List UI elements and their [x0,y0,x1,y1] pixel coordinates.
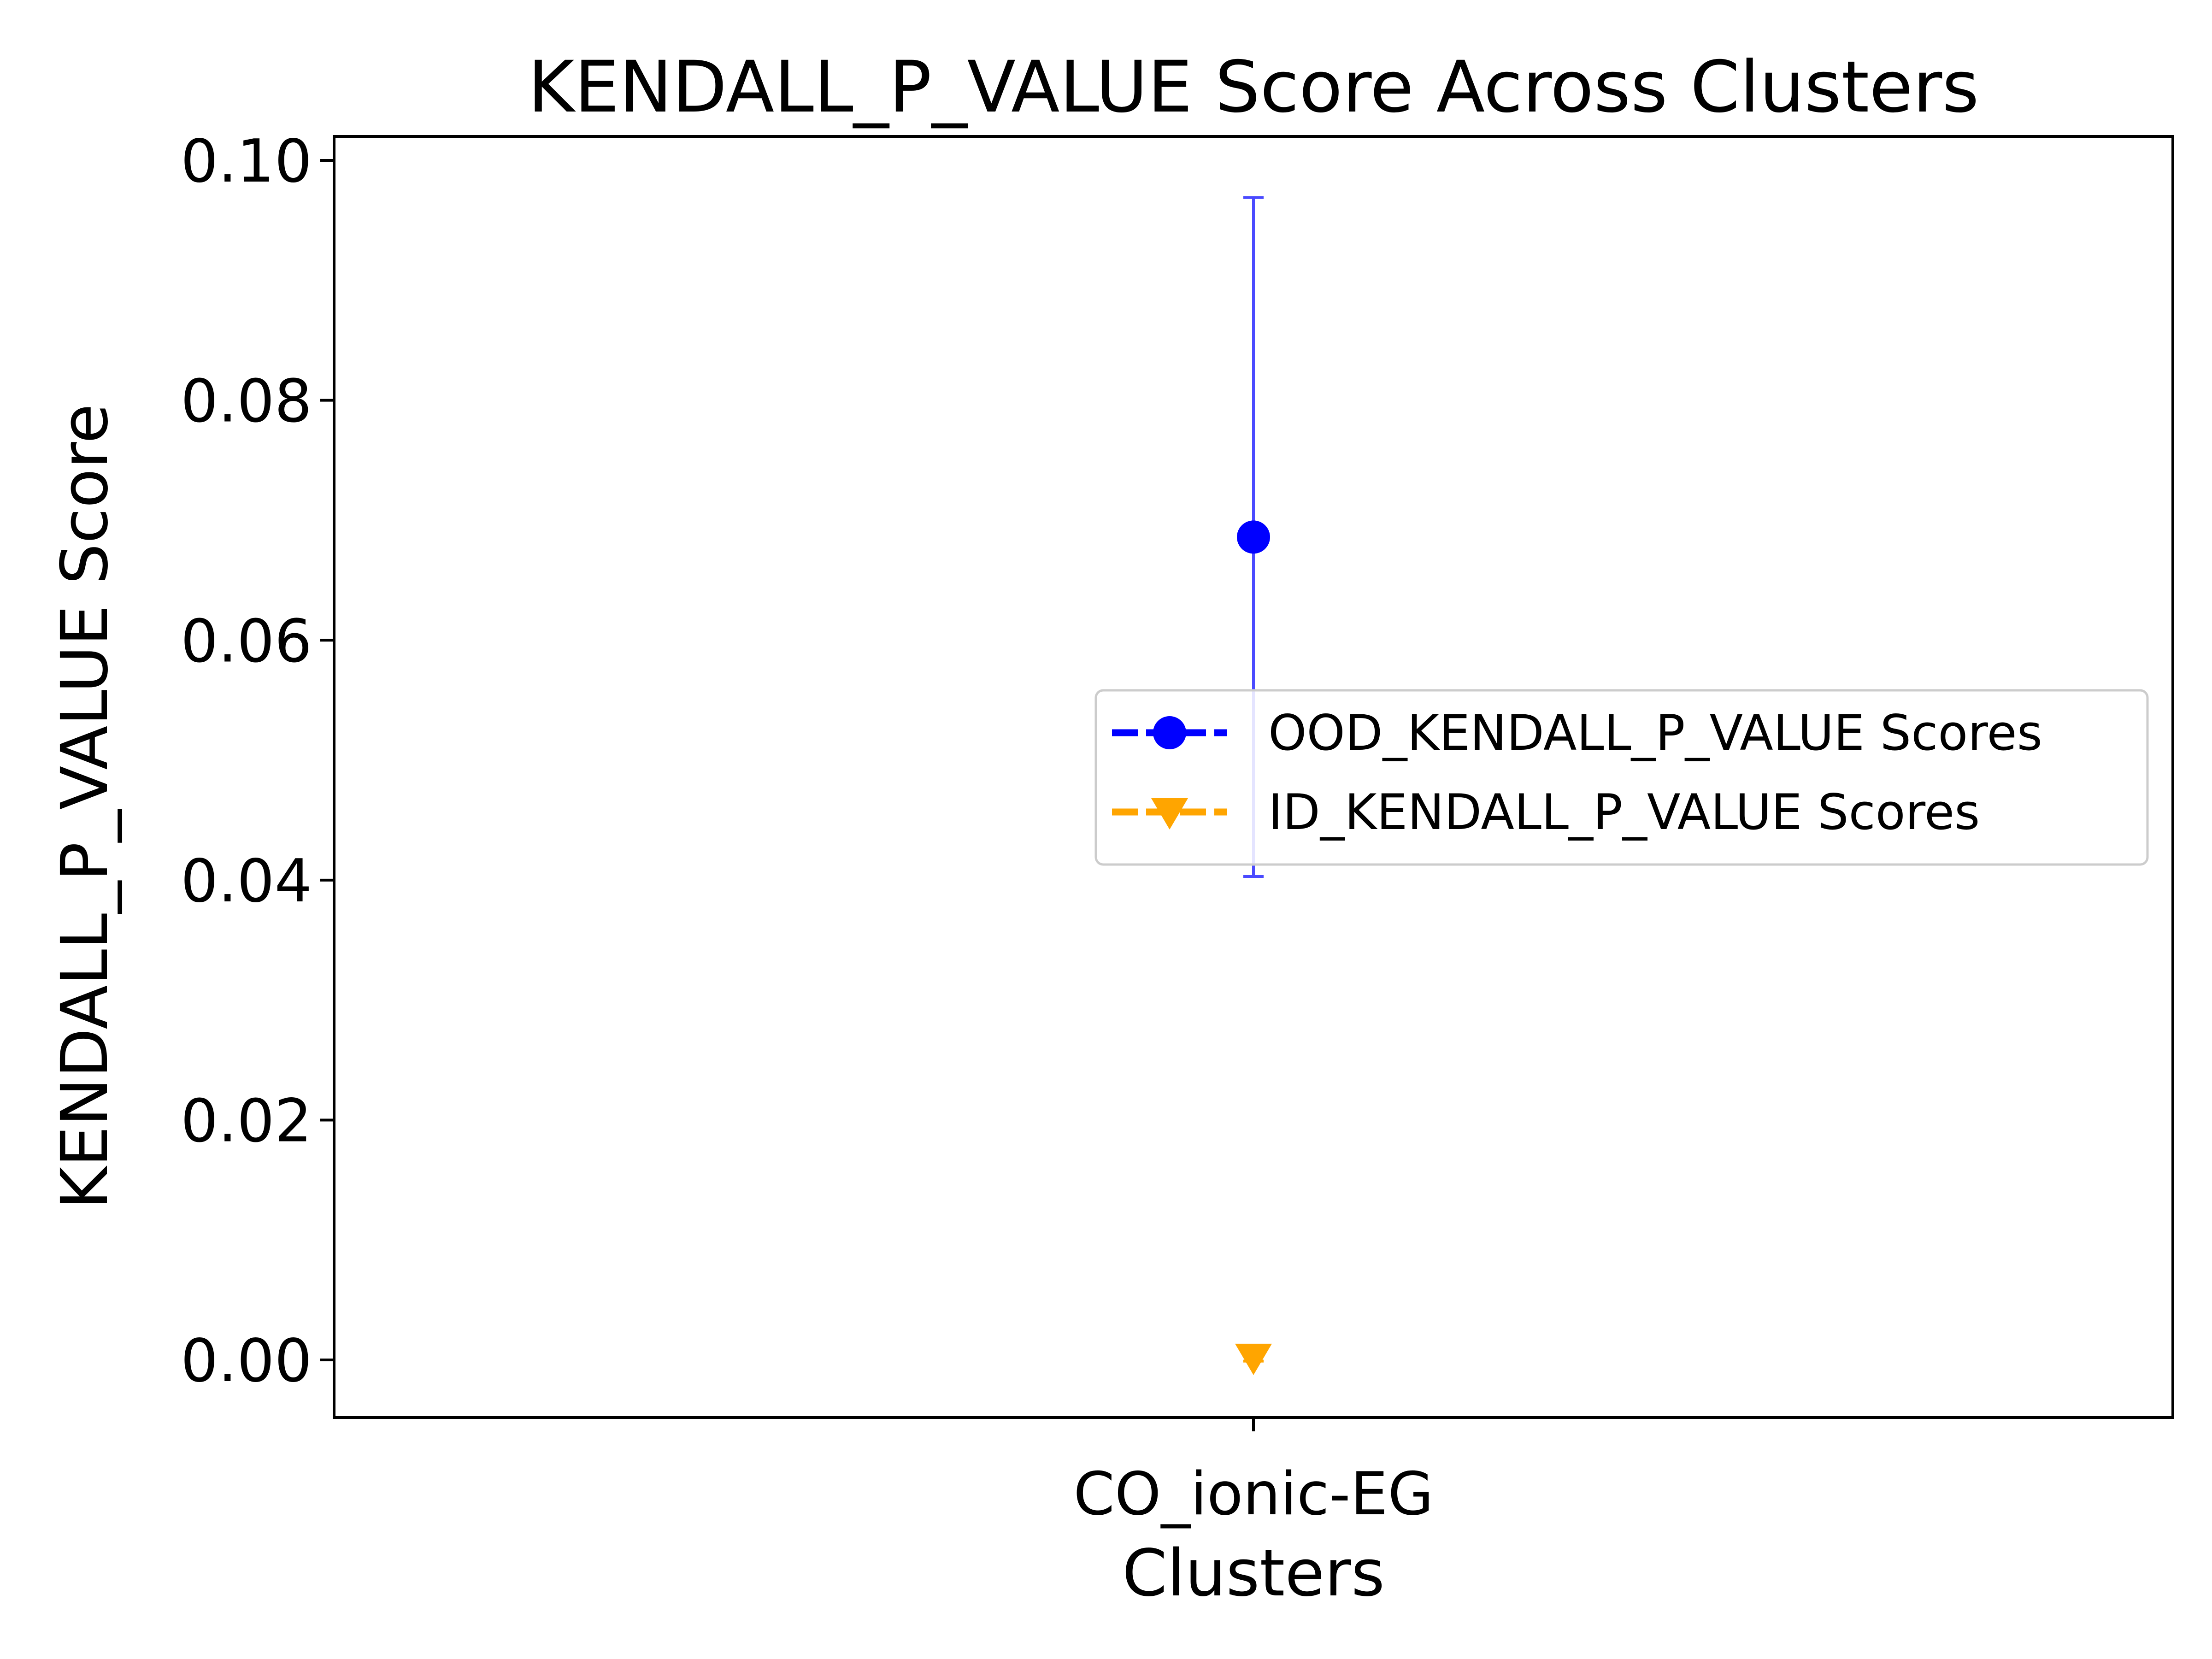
x-tick-label: CO_ionic-EG [1073,1460,1433,1529]
y-tick-label: 0.02 [181,1087,312,1155]
legend-box [1094,689,2149,866]
plot-frame [333,135,2174,1419]
y-axis-ticks: 0.00 0.02 0.04 0.06 0.08 0.10 [181,127,334,1395]
x-axis-label: Clusters [1122,1536,1385,1611]
y-tick-label: 0.04 [181,847,312,916]
chart-title: KENDALL_P_VALUE Score Across Clusters [528,46,1979,129]
data-point-ood [1237,520,1270,554]
y-axis-label: KENDALL_P_VALUE Score [47,404,123,1209]
legend-entry-ood: OOD_KENDALL_P_VALUE Scores [1112,705,2042,761]
data-point-id [1235,1343,1272,1375]
legend-entry-id: ID_KENDALL_P_VALUE Scores [1112,784,1980,841]
legend-marker-ood [1153,716,1186,749]
x-axis-ticks: CO_ionic-EG [1073,1418,1434,1529]
plot-marks [1235,196,1272,1375]
y-tick-label: 0.10 [181,127,312,196]
legend-label-ood: OOD_KENDALL_P_VALUE Scores [1268,705,2042,761]
legend-label-id: ID_KENDALL_P_VALUE Scores [1268,784,1980,841]
legend-marker-id [1151,798,1188,830]
y-tick-label: 0.08 [181,367,312,436]
y-tick-label: 0.06 [181,607,312,676]
legend: OOD_KENDALL_P_VALUE Scores ID_KENDALL_P_… [1094,689,2149,866]
y-tick-label: 0.00 [181,1327,312,1395]
